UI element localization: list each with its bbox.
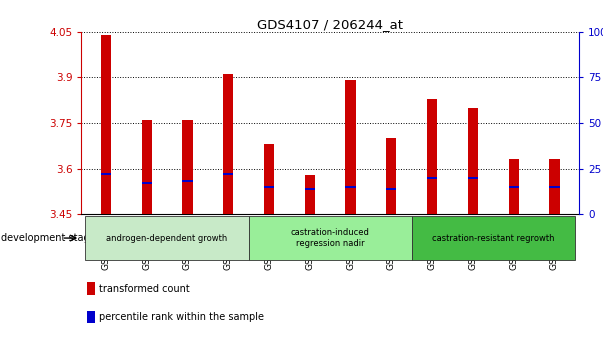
Bar: [182, 180, 192, 182]
Text: castration-resistant regrowth: castration-resistant regrowth: [432, 234, 555, 242]
Text: transformed count: transformed count: [99, 284, 190, 293]
Bar: [386, 138, 396, 214]
Text: percentile rank within the sample: percentile rank within the sample: [99, 312, 265, 322]
Bar: [508, 160, 519, 214]
Title: GDS4107 / 206244_at: GDS4107 / 206244_at: [257, 18, 403, 31]
Bar: [468, 177, 478, 179]
Bar: [101, 35, 111, 214]
Bar: [346, 186, 356, 188]
Text: development stage: development stage: [1, 233, 96, 243]
Bar: [142, 182, 152, 184]
Bar: [549, 160, 560, 214]
Bar: [508, 186, 519, 188]
Bar: [549, 186, 560, 188]
Bar: [182, 120, 192, 214]
Bar: [223, 74, 233, 214]
Bar: [427, 99, 437, 214]
Bar: [101, 173, 111, 175]
Bar: [346, 80, 356, 214]
Bar: [223, 173, 233, 175]
Text: castration-induced
regression nadir: castration-induced regression nadir: [291, 228, 370, 248]
Text: androgen-dependent growth: androgen-dependent growth: [106, 234, 228, 242]
Bar: [142, 120, 152, 214]
Bar: [305, 188, 315, 190]
Bar: [468, 108, 478, 214]
Bar: [386, 188, 396, 190]
Bar: [264, 186, 274, 188]
Bar: [427, 177, 437, 179]
Bar: [305, 175, 315, 214]
Bar: [264, 144, 274, 214]
